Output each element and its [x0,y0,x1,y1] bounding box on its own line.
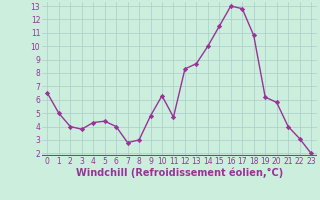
X-axis label: Windchill (Refroidissement éolien,°C): Windchill (Refroidissement éolien,°C) [76,168,283,178]
